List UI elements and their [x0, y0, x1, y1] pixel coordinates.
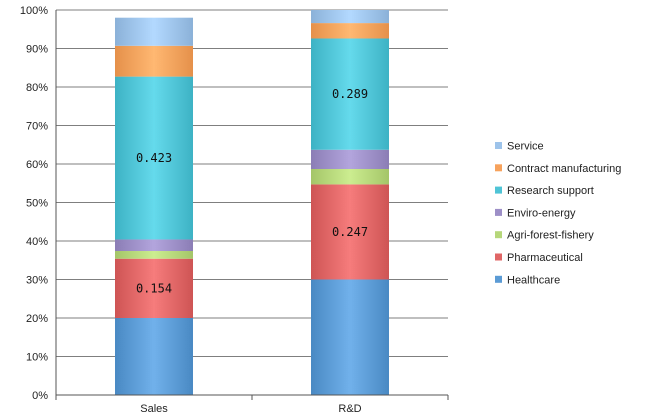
legend-label: Healthcare	[507, 274, 560, 286]
legend-swatch	[495, 275, 502, 283]
grid-lines	[56, 9, 448, 396]
y-tick-label: 70%	[26, 121, 48, 133]
legend-label: Service	[507, 141, 544, 153]
legend-swatch	[495, 142, 502, 149]
bar-segment-research-support-r-d	[311, 38, 389, 150]
x-category-label: Sales	[140, 403, 168, 415]
legend-swatch	[495, 231, 502, 239]
y-tick-label: 100%	[20, 5, 48, 17]
legend-swatch	[495, 164, 502, 172]
bar-segment-contract-manufacturing-sales	[115, 45, 193, 77]
legend-swatch	[495, 208, 502, 216]
data-label: 0.423	[136, 151, 172, 165]
bar-segment-contract-manufacturing-r-d	[311, 23, 389, 39]
data-label: 0.247	[332, 225, 368, 239]
legend-swatch	[495, 253, 502, 261]
bars	[115, 10, 389, 395]
legend-label: Research support	[507, 185, 594, 197]
x-category-label: R&D	[338, 403, 361, 415]
y-tick-label: 80%	[26, 82, 48, 94]
legend-label: Contract manufacturing	[507, 163, 621, 175]
bar-segment-pharmaceutical-sales	[115, 258, 193, 318]
data-label: 0.289	[332, 87, 368, 101]
bar-segment-research-support-sales	[115, 76, 193, 240]
y-tick-label: 60%	[26, 159, 48, 171]
data-label: 0.154	[136, 281, 172, 295]
bar-segment-healthcare-sales	[115, 318, 193, 395]
bar-segment-enviro-energy-r-d	[311, 149, 389, 170]
y-tick-label: 40%	[26, 236, 48, 248]
legend: Service Contract manufacturing Research su…	[495, 141, 621, 286]
y-tick-label: 90%	[26, 44, 48, 56]
y-tick-label: 20%	[26, 313, 48, 325]
bar-segment-enviro-energy-sales	[115, 239, 193, 252]
legend-label: Pharmaceutical	[507, 252, 583, 264]
legend-swatch	[495, 186, 502, 194]
legend-label: Enviro-energy	[507, 207, 576, 219]
bar-segment-healthcare-r-d	[311, 279, 389, 395]
bar-segment-agri-forest-fishery-r-d	[311, 169, 389, 185]
y-tick-label: 50%	[26, 198, 48, 210]
bar-segment-agri-forest-fishery-sales	[115, 251, 193, 259]
axes: 0% 10% 20% 30% 40% 50% 60% 70% 80% 90% 100% Sales R&…	[20, 5, 449, 415]
bar-segment-service-r-d	[311, 10, 389, 24]
bar-segment-pharmaceutical-r-d	[311, 184, 389, 280]
y-tick-label: 30%	[26, 275, 48, 287]
legend-label: Agri-forest-fishery	[507, 230, 594, 242]
data-labels: 0.154 0.423 0.247 0.289	[136, 87, 368, 295]
bar-segment-service-sales	[115, 17, 193, 46]
y-tick-label: 0%	[32, 390, 48, 402]
y-tick-label: 10%	[26, 352, 48, 364]
